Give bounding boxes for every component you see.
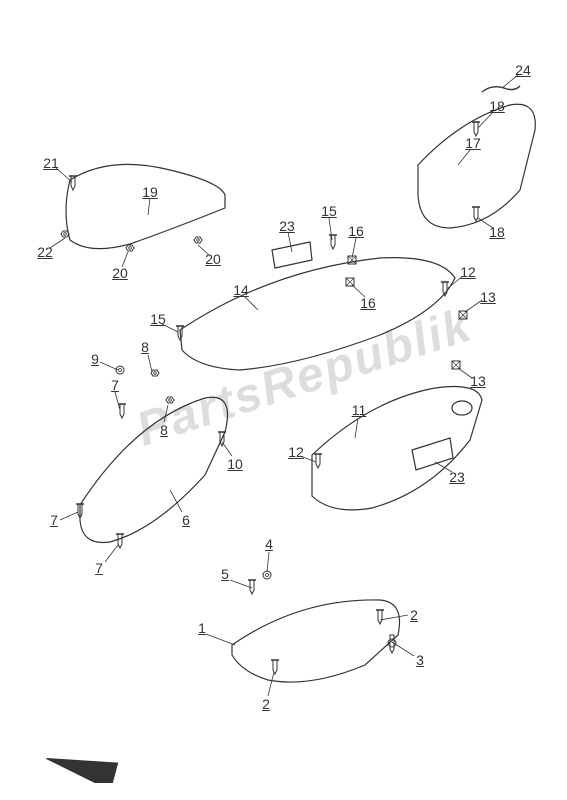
diagram-canvas: PartsRepublik 12234567778891011121213131… [0, 0, 567, 800]
callout-label: 2 [410, 607, 418, 623]
callout-label: 1 [198, 620, 206, 636]
callout-label: 12 [288, 444, 304, 460]
fastener-screw [376, 610, 384, 624]
leader-line [60, 512, 78, 520]
fastener-clip [452, 361, 460, 369]
part-outline [272, 242, 312, 268]
callout-label: 16 [360, 295, 376, 311]
callout-label: 14 [233, 282, 249, 298]
part-outline [180, 258, 455, 370]
fastener-screw [314, 454, 322, 468]
leader-line [164, 405, 168, 422]
callout-label: 7 [111, 377, 119, 393]
leader-line [380, 615, 408, 620]
callout-label: 23 [449, 469, 465, 485]
callout-label: 19 [142, 184, 158, 200]
leader-line [288, 232, 292, 252]
part-outline [80, 397, 228, 542]
callout-label: 4 [265, 536, 273, 552]
callout-label: 2 [262, 696, 270, 712]
callout-label: 12 [460, 264, 476, 280]
fastener-nut [166, 397, 174, 403]
leader-line [458, 150, 470, 165]
leader-line [170, 490, 182, 512]
fastener-nut [194, 237, 202, 243]
fastener-clip [346, 278, 354, 286]
fastener-screw [271, 660, 279, 674]
leader-line [392, 642, 414, 656]
callout-label: 6 [182, 512, 190, 528]
part-outline [66, 164, 225, 248]
callout-label: 20 [112, 265, 128, 281]
fastener-nut [61, 231, 69, 237]
part-outline [418, 104, 535, 228]
callout-label: 21 [43, 155, 59, 171]
callout-label: 15 [150, 311, 166, 327]
callout-label: 18 [489, 98, 505, 114]
leader-line [268, 672, 274, 696]
callout-label: 16 [348, 223, 364, 239]
callout-label: 13 [470, 373, 486, 389]
leader-line [100, 362, 118, 370]
leader-line [148, 355, 152, 372]
fastener-washer [263, 571, 271, 579]
callout-label: 18 [489, 224, 505, 240]
callout-label: 7 [50, 512, 58, 528]
fastener-screw [329, 235, 337, 249]
callout-label: 8 [141, 339, 149, 355]
callout-label: 9 [91, 351, 99, 367]
leader-line [352, 238, 356, 258]
callout-label: 5 [221, 566, 229, 582]
part-outline [452, 401, 472, 415]
callout-label: 7 [95, 560, 103, 576]
leader-line [105, 545, 118, 562]
leader-line [230, 580, 252, 588]
parts-drawing [0, 0, 567, 800]
callout-label: 10 [227, 456, 243, 472]
leader-line [244, 296, 258, 310]
fastener-screw [472, 122, 480, 136]
callout-label: 15 [321, 203, 337, 219]
callout-label: 13 [480, 289, 496, 305]
callout-label: 20 [205, 251, 221, 267]
leader-line [115, 392, 120, 410]
part-outline [232, 600, 400, 682]
callout-label: 8 [160, 422, 168, 438]
callout-label: 11 [352, 402, 367, 418]
fastener-nut [126, 245, 134, 251]
leader-line [206, 634, 235, 645]
callout-label: 3 [416, 652, 424, 668]
fastener-clip [459, 311, 467, 319]
direction-arrow-icon [40, 735, 130, 783]
callout-label: 22 [37, 244, 53, 260]
leader-line [267, 552, 269, 572]
fastener-clip-strip [482, 86, 520, 92]
callout-label: 17 [465, 135, 481, 151]
part-outline [312, 387, 482, 510]
callout-label: 23 [279, 218, 295, 234]
callout-label: 24 [515, 62, 531, 78]
fastener-nut [151, 370, 159, 376]
leader-line [148, 198, 150, 215]
